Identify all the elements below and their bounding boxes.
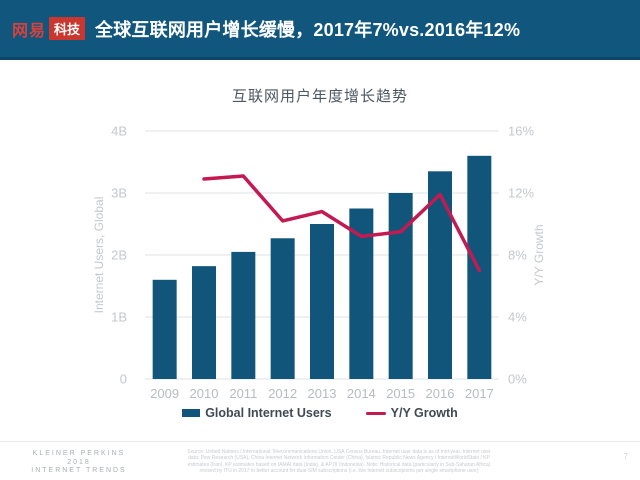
tech-badge: 科技 bbox=[49, 17, 86, 40]
bar-2012 bbox=[270, 238, 295, 379]
left-axis-tick: 2B bbox=[111, 248, 127, 263]
footer-divider bbox=[0, 441, 640, 442]
x-axis-label: 2012 bbox=[268, 386, 297, 401]
right-axis-tick: 4% bbox=[508, 310, 527, 325]
top-bar: 网易 科技 全球互联网用户增长缓慢，2017年7%vs.2016年12% bbox=[0, 0, 640, 60]
bar-series-label: Global Internet Users bbox=[205, 406, 332, 420]
page-number: 7 bbox=[623, 452, 628, 461]
left-axis-tick: 4B bbox=[111, 124, 127, 139]
source-line: revised by ITU in 2017 to better account… bbox=[199, 468, 479, 475]
right-axis-tick: 8% bbox=[508, 248, 527, 263]
source-note: Source: United Nations / International T… bbox=[130, 449, 548, 475]
source-line: data: Pew Research (USA), China Internet… bbox=[188, 455, 490, 462]
bar-2011 bbox=[231, 251, 256, 379]
x-axis-label: 2015 bbox=[386, 386, 415, 401]
x-axis-label: 2010 bbox=[190, 386, 219, 401]
right-axis-tick: 12% bbox=[508, 186, 534, 201]
kleiner-perkins-brand: KLEINER PERKINS 2018 INTERNET TRENDS bbox=[16, 450, 142, 476]
growth-chart: 0 0% 1B 4% 2B 8% 3B 12% 4B 16% Internet Users, Glo… bbox=[92, 124, 546, 402]
right-axis-tick: 0% bbox=[508, 372, 527, 387]
source-line: Source: United Nations / International T… bbox=[187, 449, 491, 455]
legend-item-bar: Global Internet Users bbox=[182, 406, 332, 420]
source-line: estimates (Iran), KP estimates based on … bbox=[187, 461, 491, 468]
brand-line: INTERNET TRENDS bbox=[31, 467, 127, 474]
legend-item-line: Y/Y Growth bbox=[365, 406, 458, 420]
right-axis-tick: 16% bbox=[508, 124, 534, 139]
brand-line: KLEINER PERKINS bbox=[32, 450, 126, 457]
brand-line: 2018 bbox=[67, 458, 91, 466]
line-series-label: Y/Y Growth bbox=[390, 406, 458, 420]
left-axis-title: Internet Users, Global bbox=[92, 197, 106, 314]
bar-2009 bbox=[152, 279, 177, 379]
bar-series-swatch bbox=[182, 409, 201, 417]
left-axis-tick: 3B bbox=[111, 186, 127, 201]
x-axis-label: 2016 bbox=[426, 386, 455, 401]
bar-2016 bbox=[428, 171, 452, 379]
bar-2015 bbox=[388, 193, 413, 379]
left-axis-tick: 1B bbox=[111, 310, 127, 325]
left-axis-tick: 0 bbox=[120, 372, 127, 387]
bar-2013 bbox=[310, 224, 334, 379]
x-axis-label: 2009 bbox=[150, 386, 179, 401]
x-axis-label: 2017 bbox=[465, 386, 494, 401]
line-series-swatch bbox=[365, 411, 386, 415]
x-axis-label: 2011 bbox=[229, 386, 257, 401]
yoy-growth-line bbox=[202, 174, 482, 273]
right-axis-title: Y/Y Growth bbox=[532, 224, 546, 285]
x-axis-label: 2013 bbox=[308, 386, 337, 401]
bar-2010 bbox=[192, 266, 216, 379]
netease-logo-text: 网易 bbox=[12, 22, 47, 40]
chart-legend: Global Internet Users Y/Y Growth bbox=[0, 406, 640, 420]
chart-title: 互联网用户年度增长趋势 bbox=[231, 88, 408, 105]
x-axis-label: 2014 bbox=[347, 386, 376, 401]
slide-title: 全球互联网用户增长缓慢，2017年7%vs.2016年12% bbox=[95, 19, 521, 40]
netease-tech-logo: 网易 科技 bbox=[12, 17, 86, 41]
